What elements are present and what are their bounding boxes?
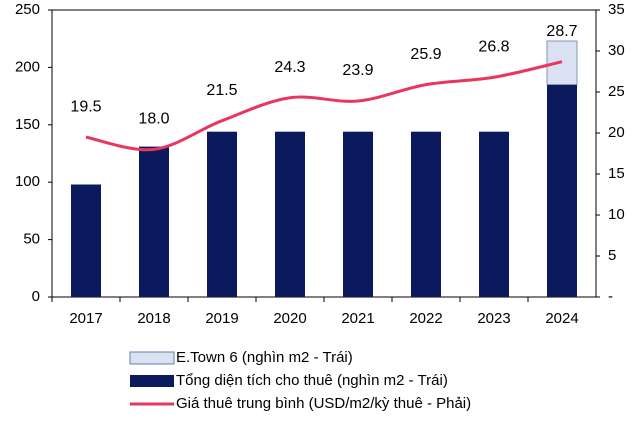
data-label: 28.7	[546, 23, 577, 40]
x-tick-label: 2018	[137, 310, 170, 327]
y-tick-label: 0	[32, 288, 40, 305]
bar	[71, 184, 101, 297]
legend-label: E.Town 6 (nghìn m2 - Trái)	[176, 349, 353, 366]
y-tick-label: 150	[15, 116, 40, 133]
x-tick-label: 2024	[545, 310, 578, 327]
x-tick-label: 2019	[205, 310, 238, 327]
data-label: 23.9	[342, 62, 373, 79]
legend-label: Tổng diện tích cho thuê (nghìn m2 - Trái…	[176, 372, 448, 389]
legend-swatch	[129, 351, 175, 365]
plot-frame	[51, 9, 597, 298]
y2-tick-label: 15	[608, 165, 625, 182]
data-label: 26.8	[478, 38, 509, 55]
y2-tick-label: 5	[608, 247, 616, 264]
data-label: 25.9	[410, 46, 441, 63]
bar	[547, 84, 577, 298]
x-tick-label: 2022	[409, 310, 442, 327]
legend-swatch	[130, 375, 174, 387]
x-tick-label: 2023	[477, 310, 510, 327]
data-label: 21.5	[206, 82, 237, 99]
data-label: 24.3	[274, 59, 305, 76]
line	[85, 60, 563, 152]
y-tick-label: 100	[15, 173, 40, 190]
y2-tick-label: 25	[608, 83, 625, 100]
bar	[139, 146, 169, 297]
y-tick-label: 50	[23, 231, 40, 248]
y2-tick-label: 35	[608, 1, 625, 18]
bar	[343, 131, 373, 297]
y2-tick-label: 10	[608, 206, 625, 223]
y-tick-label: 250	[15, 1, 40, 18]
y2-tick-label: -	[608, 288, 613, 305]
x-tick-label: 2020	[273, 310, 306, 327]
y2-tick-label: 30	[608, 42, 625, 59]
bar	[411, 131, 441, 297]
x-tick-label: 2021	[341, 310, 374, 327]
data-label: 19.5	[70, 98, 101, 115]
y2-tick-label: 20	[608, 124, 625, 141]
data-label: 18.0	[138, 111, 169, 128]
y-tick-label: 200	[15, 58, 40, 75]
bar	[207, 131, 237, 297]
legend-label: Giá thuê trung bình (USD/m2/kỳ thuê - Ph…	[176, 395, 471, 412]
bar	[275, 131, 305, 297]
x-tick-label: 2017	[69, 310, 102, 327]
bar	[479, 131, 509, 297]
